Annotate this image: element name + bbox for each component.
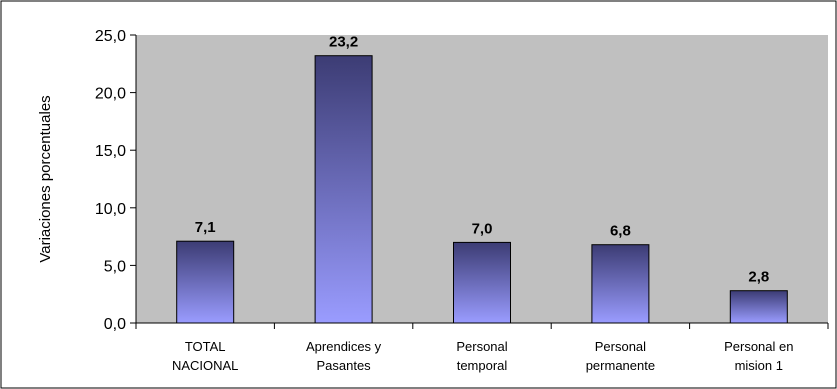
bar <box>176 240 235 324</box>
x-tick-label: TOTAL <box>185 339 226 354</box>
data-label: 7,1 <box>195 219 216 236</box>
x-tick-label: Personal en <box>724 339 793 354</box>
data-label: 23,2 <box>329 34 358 51</box>
data-label: 7,0 <box>472 220 493 237</box>
x-tick-label: NACIONAL <box>172 358 238 373</box>
y-tick-label: 25,0 <box>95 28 126 45</box>
x-tick-label: mision 1 <box>735 358 783 373</box>
x-tick-label: Aprendices y <box>306 339 382 354</box>
bar <box>314 55 373 324</box>
y-tick-label: 10,0 <box>95 201 126 218</box>
bar <box>453 241 511 324</box>
x-tick-label: permanente <box>586 358 655 373</box>
x-tick-label: temporal <box>457 358 508 373</box>
data-label: 6,8 <box>610 223 631 240</box>
bar <box>729 290 788 324</box>
y-tick-label: 5,0 <box>104 258 126 275</box>
data-label: 2,8 <box>748 269 769 286</box>
y-tick-label: 0,0 <box>104 316 126 333</box>
x-tick-label: Pasantes <box>316 358 371 373</box>
x-tick-label: Personal <box>456 339 507 354</box>
y-axis-label: Variaciones porcentuales <box>37 95 54 262</box>
y-tick-label: 20,0 <box>95 86 126 103</box>
x-tick-label: Personal <box>595 339 646 354</box>
y-tick-label: 15,0 <box>95 143 126 160</box>
bar <box>591 244 650 324</box>
